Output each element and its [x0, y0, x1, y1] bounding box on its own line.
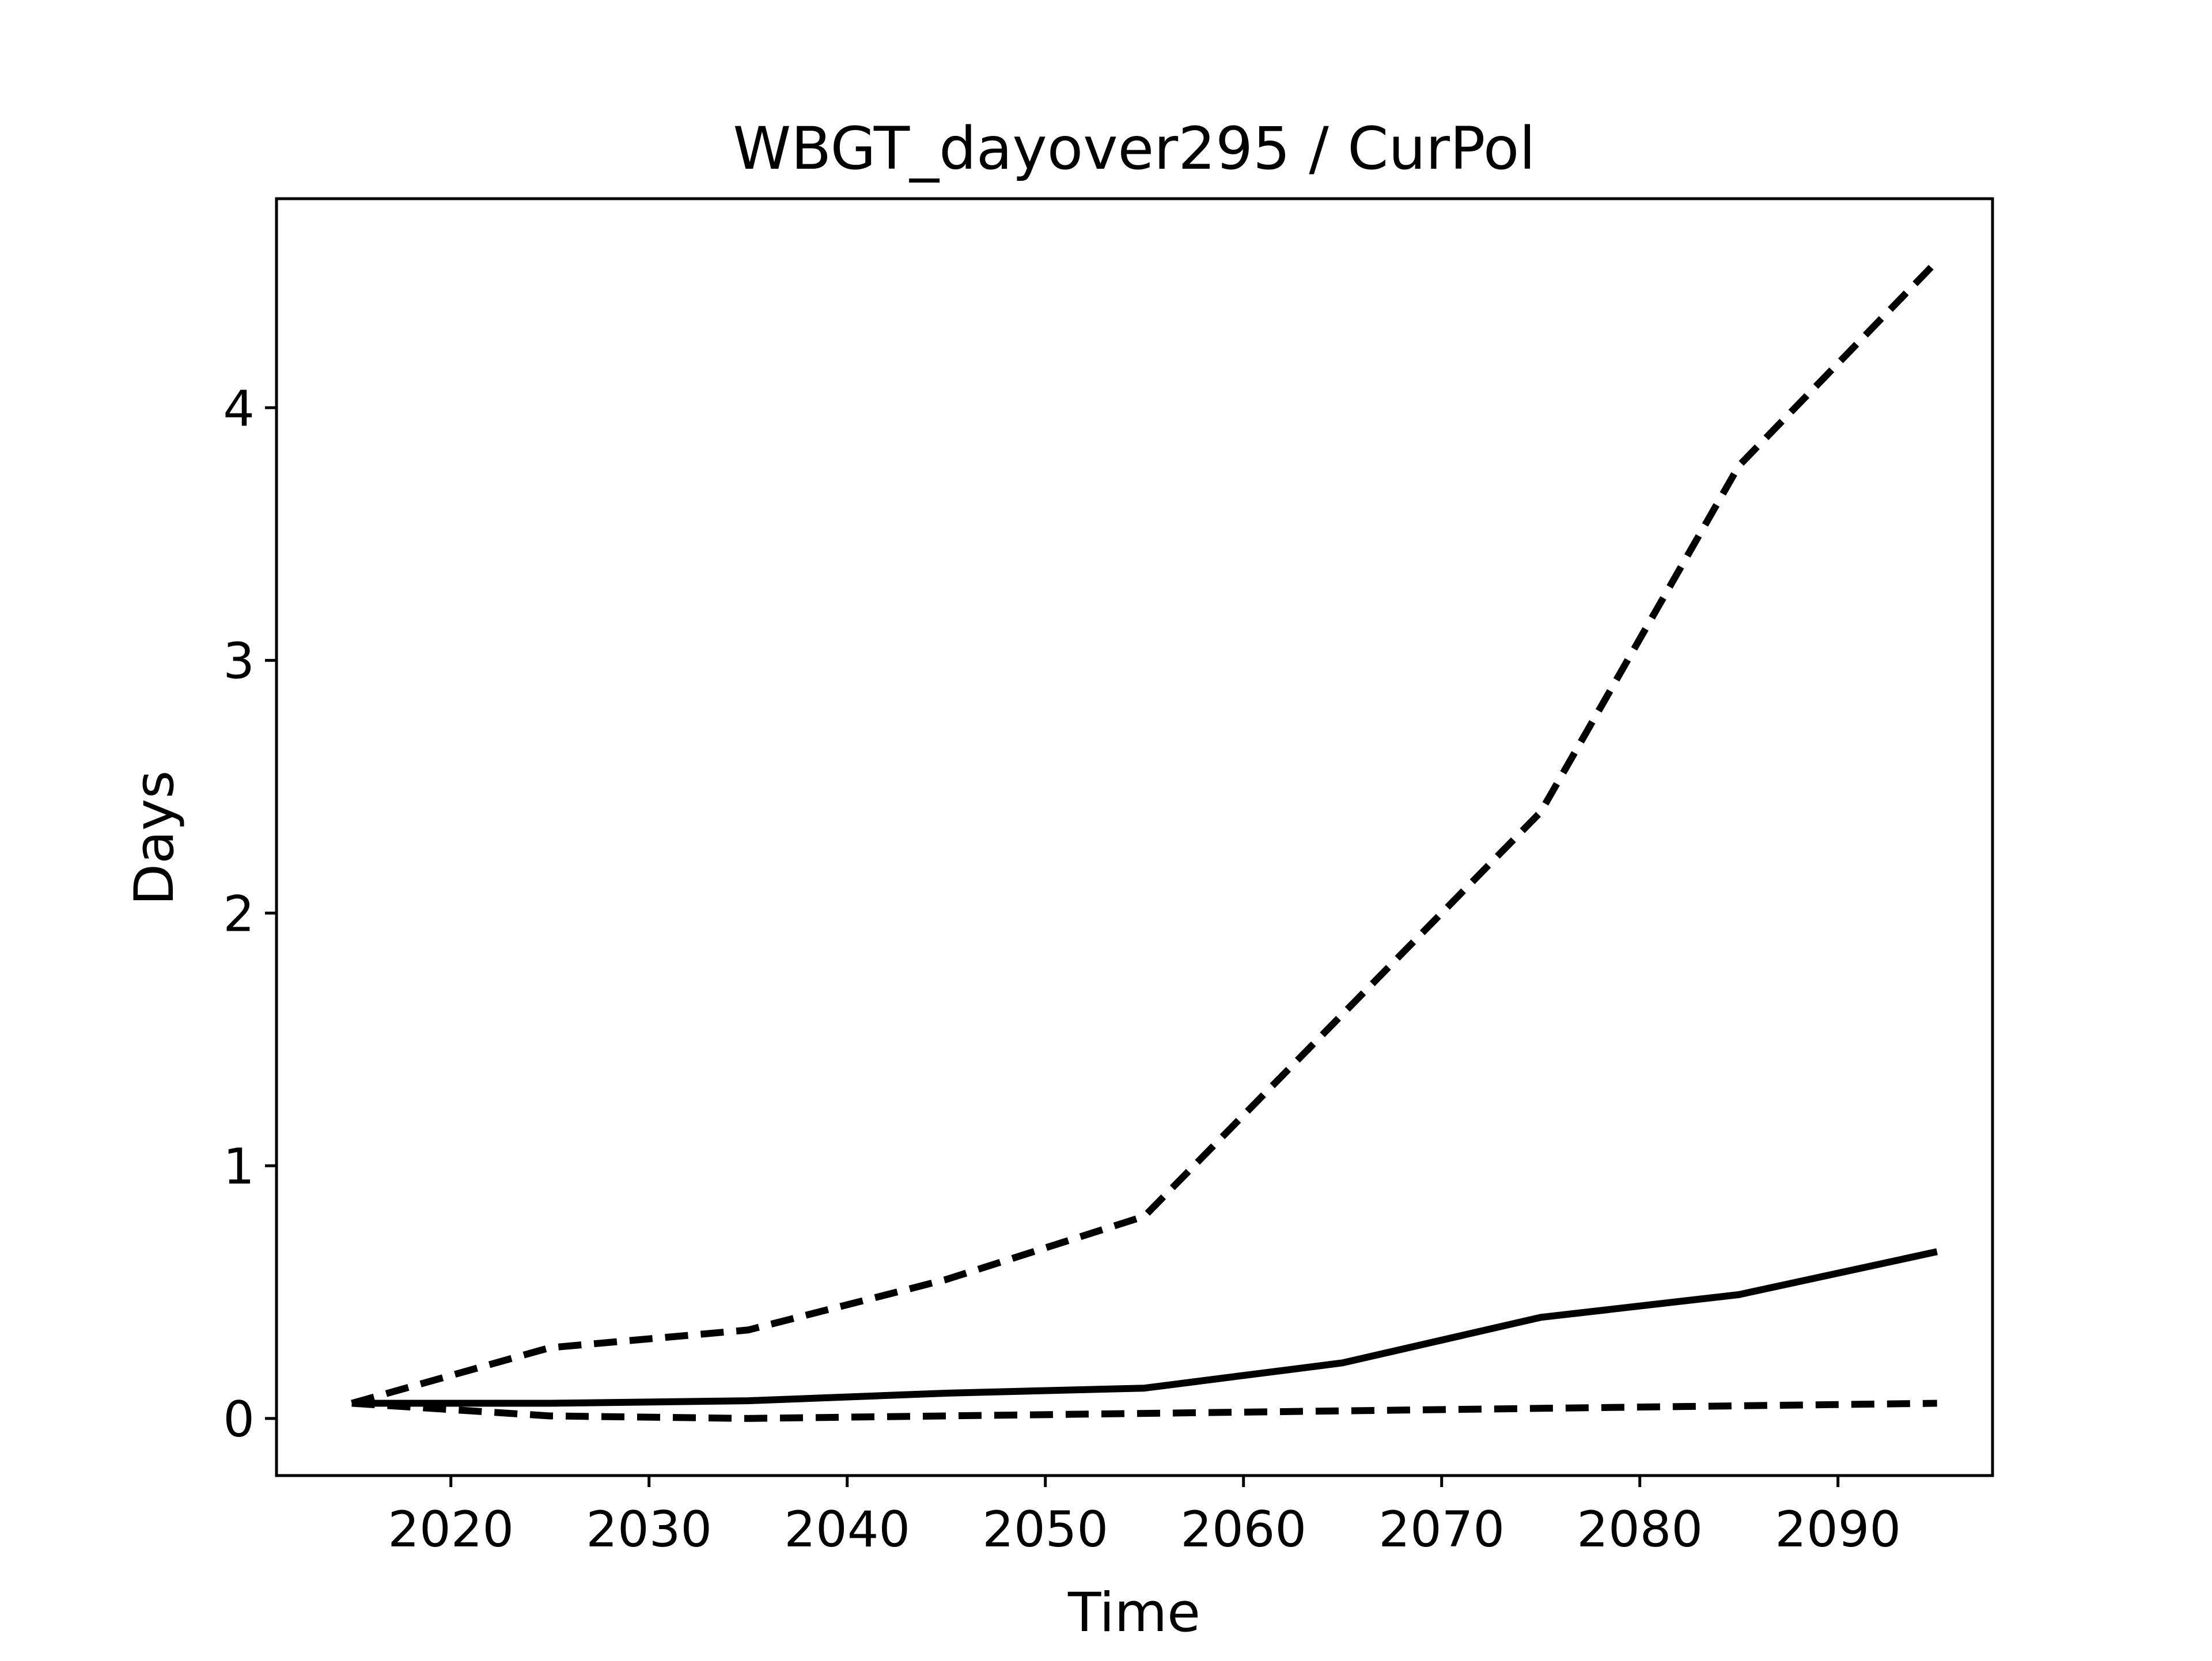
series-median-line: [351, 1248, 1938, 1407]
x-tick-label: 2080: [1577, 1501, 1703, 1558]
y-axis-label: Days: [123, 771, 186, 906]
y-tick-label: 4: [223, 380, 255, 438]
x-tick-label: 2040: [784, 1501, 910, 1558]
x-tick-label: 2050: [982, 1501, 1108, 1558]
y-tick-label: 3: [223, 633, 255, 691]
x-tick-label: 2020: [388, 1501, 514, 1558]
series-upper_bound-line: [351, 259, 1940, 1407]
y-tick-label: 1: [223, 1138, 255, 1196]
lines-layer: [351, 259, 1940, 1422]
x-tick-label: 2030: [586, 1501, 712, 1558]
x-tick-label: 2090: [1775, 1501, 1901, 1558]
ticks-layer: 2020 2030 2040 2050 2060 2070 2080 2090 0 1 2 3 4: [223, 380, 1901, 1558]
x-tick-label: 2060: [1180, 1501, 1306, 1558]
y-tick-label: 2: [223, 885, 255, 943]
series-lower_bound-line: [351, 1400, 1937, 1422]
x-tick-label: 2070: [1378, 1501, 1505, 1558]
plot-frame: [275, 197, 1994, 1477]
y-tick-label: 0: [223, 1391, 255, 1448]
x-axis-label: Time: [1067, 1582, 1200, 1644]
chart-title: WBGT_dayover295 / CurPol: [733, 115, 1535, 183]
